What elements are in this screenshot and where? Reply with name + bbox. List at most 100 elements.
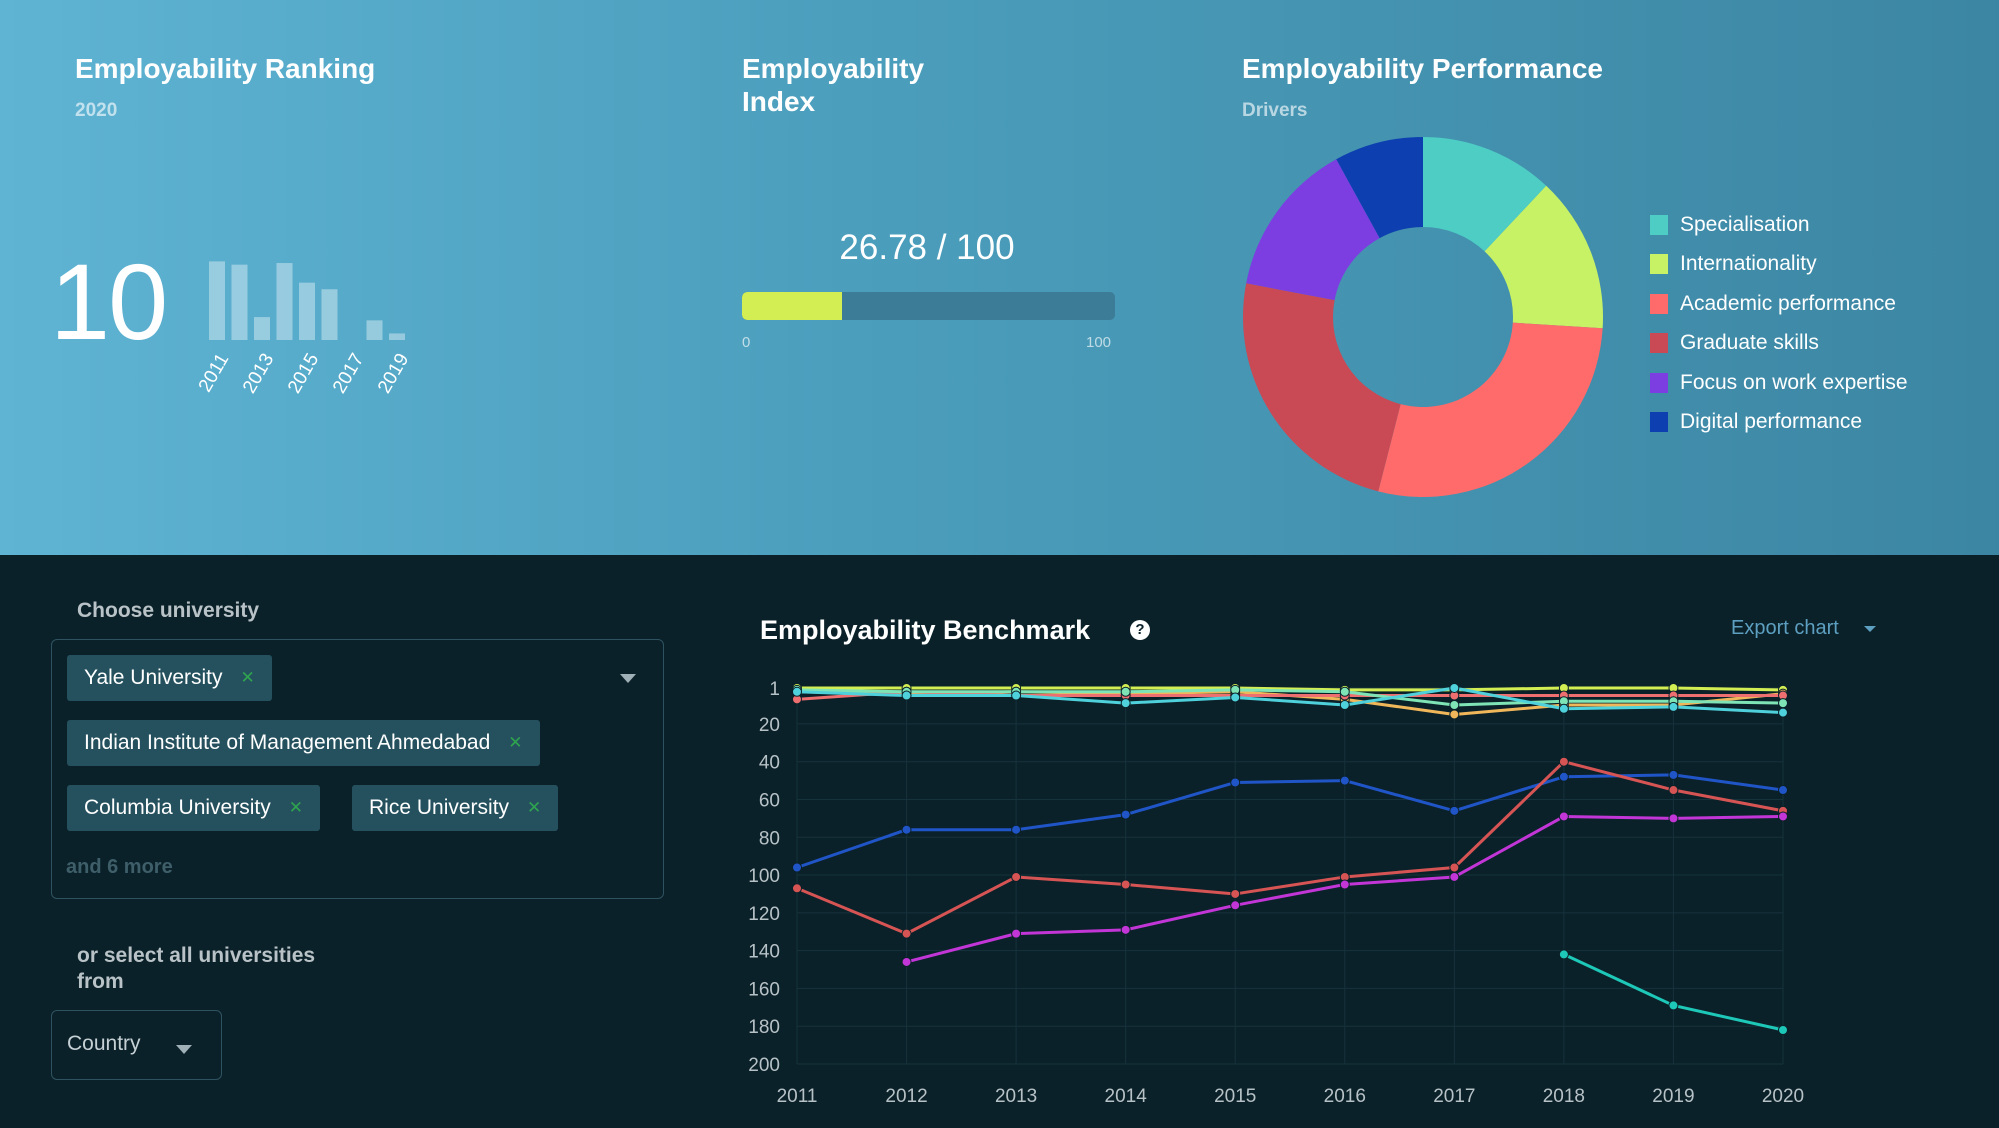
x-tick-label: 2011 bbox=[777, 1086, 818, 1107]
legend-swatch bbox=[1650, 333, 1668, 354]
select-all-label: or select all universities from bbox=[77, 943, 315, 995]
legend-swatch bbox=[1650, 372, 1668, 393]
chip-label: Indian Institute of Management Ahmedabad bbox=[84, 731, 491, 754]
performance-title: Employability Performance bbox=[1242, 53, 1604, 84]
ranking-bar bbox=[321, 289, 338, 340]
ranking-bar bbox=[276, 263, 293, 340]
performance-donut-chart bbox=[1243, 137, 1603, 497]
data-point bbox=[1011, 871, 1022, 882]
ranking-title: Employability Ranking bbox=[75, 53, 376, 84]
legend-label: Digital performance bbox=[1680, 410, 1863, 434]
chip-rice[interactable]: Rice University ✕ bbox=[352, 785, 559, 831]
legend-label: Focus on work expertise bbox=[1680, 370, 1908, 394]
chevron-down-icon[interactable] bbox=[620, 674, 636, 683]
y-tick-label: 1 bbox=[769, 679, 780, 700]
performance-legend: Specialisation Internationality Academic p… bbox=[1650, 205, 1908, 442]
remove-chip-icon[interactable]: ✕ bbox=[508, 733, 523, 752]
data-point bbox=[1120, 809, 1131, 820]
chip-yale[interactable]: Yale University ✕ bbox=[67, 655, 272, 701]
y-tick-label: 20 bbox=[759, 715, 780, 736]
data-point bbox=[1120, 879, 1131, 890]
benchmark-title: Employability Benchmark bbox=[760, 615, 1091, 645]
data-point bbox=[1558, 949, 1569, 960]
legend-item[interactable]: Digital performance bbox=[1650, 403, 1908, 443]
y-tick-label: 100 bbox=[748, 866, 780, 887]
data-point bbox=[1339, 686, 1350, 697]
data-point bbox=[1558, 703, 1569, 714]
select-all-line2: from bbox=[77, 970, 124, 993]
data-point bbox=[1449, 709, 1460, 720]
chip-label: Rice University bbox=[369, 796, 510, 819]
index-title-line1: Employability bbox=[742, 53, 925, 84]
index-title-line2: Index bbox=[742, 86, 816, 117]
summary-panel: Employability Ranking 2020 10 2011 2013 20… bbox=[0, 0, 1999, 555]
data-point bbox=[1449, 862, 1460, 873]
legend-item[interactable]: Focus on work expertise bbox=[1650, 363, 1908, 403]
data-point bbox=[1120, 924, 1131, 935]
choose-university-label: Choose university bbox=[77, 599, 260, 622]
data-point bbox=[1668, 701, 1679, 712]
data-point bbox=[1339, 700, 1350, 711]
chip-columbia[interactable]: Columbia University ✕ bbox=[67, 785, 320, 831]
y-tick-label: 140 bbox=[748, 942, 780, 963]
more-selected-text[interactable]: and 6 more bbox=[66, 856, 173, 878]
country-select[interactable]: Country bbox=[51, 1010, 222, 1080]
index-progress-track bbox=[742, 292, 1115, 320]
donut-slice bbox=[1336, 137, 1423, 239]
index-title: Employability Index bbox=[742, 52, 924, 118]
ranking-bar bbox=[299, 282, 315, 340]
donut-slice bbox=[1423, 137, 1547, 252]
ranking-bar bbox=[209, 261, 225, 340]
data-point bbox=[1011, 690, 1022, 701]
series-line bbox=[796, 773, 1784, 869]
ranking-sparkline: 2011 2013 2015 2017 2019 bbox=[195, 261, 413, 397]
series-line bbox=[796, 690, 1783, 701]
data-point bbox=[1778, 707, 1788, 718]
data-point bbox=[1668, 769, 1679, 780]
data-point bbox=[901, 928, 912, 939]
legend-swatch bbox=[1650, 412, 1668, 433]
remove-chip-icon[interactable]: ✕ bbox=[240, 668, 255, 687]
x-tick-label: 2016 bbox=[1324, 1086, 1366, 1107]
x-tick-label: 2015 bbox=[1214, 1086, 1256, 1107]
legend-item[interactable]: Graduate skills bbox=[1650, 324, 1908, 364]
data-point bbox=[792, 686, 802, 697]
index-value: 26.78 / 100 bbox=[839, 228, 1015, 267]
chip-iim-ahmedabad[interactable]: Indian Institute of Management Ahmedabad… bbox=[67, 720, 540, 766]
remove-chip-icon[interactable]: ✕ bbox=[527, 798, 542, 817]
data-point bbox=[1449, 805, 1460, 816]
donut-slice bbox=[1484, 185, 1603, 329]
legend-item[interactable]: Specialisation bbox=[1650, 205, 1908, 245]
data-point bbox=[1778, 1024, 1788, 1035]
data-point bbox=[901, 824, 912, 835]
legend-item[interactable]: Academic performance bbox=[1650, 284, 1908, 324]
x-tick-label: 2014 bbox=[1105, 1086, 1148, 1107]
benchmark-panel bbox=[0, 555, 1999, 1128]
chevron-down-icon[interactable] bbox=[1864, 626, 1876, 632]
data-point bbox=[1230, 692, 1241, 703]
data-point bbox=[1778, 811, 1788, 822]
data-point bbox=[1778, 698, 1788, 709]
x-tick-label: 2018 bbox=[1543, 1086, 1585, 1107]
chip-label: Yale University bbox=[84, 666, 223, 689]
data-point bbox=[1011, 824, 1022, 835]
export-chart-button[interactable]: Export chart bbox=[1731, 617, 1839, 639]
legend-item[interactable]: Internationality bbox=[1650, 245, 1908, 285]
series-line bbox=[796, 686, 1784, 715]
remove-chip-icon[interactable]: ✕ bbox=[288, 798, 303, 817]
data-point bbox=[901, 956, 912, 967]
donut-slice bbox=[1243, 283, 1401, 492]
data-point bbox=[792, 883, 802, 894]
ranking-bar bbox=[389, 333, 405, 340]
y-tick-label: 40 bbox=[759, 753, 780, 774]
data-point bbox=[1449, 871, 1460, 882]
legend-swatch bbox=[1650, 254, 1668, 275]
data-point bbox=[1558, 771, 1569, 782]
x-tick-label: 2020 bbox=[1762, 1086, 1804, 1107]
data-point bbox=[1339, 775, 1350, 786]
data-point bbox=[1230, 900, 1241, 911]
university-multiselect[interactable] bbox=[51, 639, 664, 899]
help-icon[interactable]: ? bbox=[1130, 620, 1150, 640]
x-tick-label: 2012 bbox=[885, 1086, 927, 1107]
